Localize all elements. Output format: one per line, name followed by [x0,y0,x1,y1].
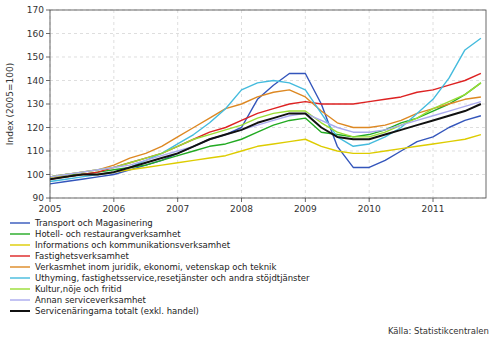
grid-line [50,104,486,105]
series-line [50,83,481,177]
grid-line [369,10,370,198]
legend-swatch [10,288,30,289]
legend-label: Fastighetsverksamhet [35,251,129,261]
x-tick [113,198,114,202]
series-line [50,73,481,183]
legend-swatch [10,233,30,234]
y-tick-label: 170 [27,5,44,15]
series-line [50,90,481,177]
legend-label: Transport och Magasinering [34,218,153,228]
x-tick [369,198,370,202]
series-line [50,73,481,179]
y-tick [46,198,50,199]
legend-label: Kultur,nöje och fritid [35,284,122,294]
x-tick-label: 2009 [294,204,317,214]
y-tick-label: 120 [27,123,44,133]
legend-label: Servicenäringama totalt (exkl. handel) [35,306,199,316]
lines [50,38,481,184]
x-tick [305,198,306,202]
x-tick-label: 2007 [166,204,189,214]
x-tick [177,198,178,202]
x-tick-label: 2010 [358,204,381,214]
legend-label: Uthyming, fastighetsservice,resetjänster… [35,273,310,283]
grid-line [177,10,178,198]
axes: 90 100 110 120 130 140 150 160 170 2005 2006 2007 20… [27,5,445,214]
y-tick [46,10,50,11]
y-tick-label: 110 [27,146,44,156]
legend-swatch [10,299,30,300]
legend: Transport och MagasineringHotell- och re… [10,218,310,316]
x-tick [241,198,242,202]
legend-swatch [10,255,30,256]
y-tick-label: 130 [27,99,44,109]
y-tick-label: 140 [27,76,44,86]
grid-line [50,33,486,34]
y-tick [46,127,50,128]
y-tick [46,104,50,105]
legend-label: Informations och kommunikationsverksamhe… [35,240,231,250]
x-tick [433,198,434,202]
y-tick-label: 160 [27,29,44,39]
grid-line [305,10,306,198]
series-line [50,102,481,177]
grid-line [433,10,434,198]
plot-frame [50,10,486,198]
grid-line [50,57,486,58]
y-tick [46,80,50,81]
legend-label: Hotell- och restaurangverksamhet [35,229,181,239]
y-tick-label: 90 [33,193,45,203]
source-text: Källa: Statistikcentralen [388,326,489,336]
y-tick [46,174,50,175]
legend-swatch [10,244,30,245]
x-tick-label: 2005 [39,204,62,214]
legend-swatch [10,266,30,267]
x-tick-label: 2006 [102,204,125,214]
y-tick [46,57,50,58]
legend-swatch [10,222,30,223]
y-tick-label: 100 [27,170,44,180]
legend-label: Verkasmhet inom juridik, ekonomi, vetens… [35,262,276,272]
series-line [50,83,481,177]
y-tick-label: 150 [27,52,44,62]
x-tick [50,198,51,202]
chart: 90 100 110 120 130 140 150 160 170 2005 2006 2007 20… [0,0,497,340]
legend-swatch [10,277,30,278]
legend-swatch [10,310,30,312]
x-tick-label: 2011 [422,204,445,214]
y-tick [46,151,50,152]
series-line [50,135,481,177]
y-axis-label: Index (2005=100) [5,63,15,145]
legend-label: Annan serviceverksamhet [35,295,147,305]
y-tick [46,33,50,34]
grid-line [50,151,486,152]
x-tick-label: 2008 [230,204,253,214]
grid [50,10,486,198]
series-line [50,38,481,181]
series-line [50,104,481,179]
